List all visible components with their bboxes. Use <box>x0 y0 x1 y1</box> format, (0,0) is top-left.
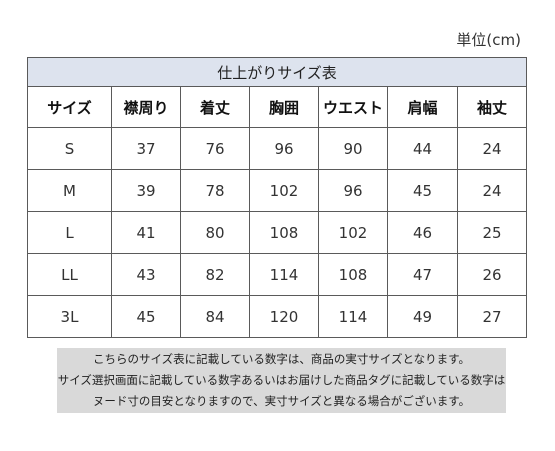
header-waist: ウエスト <box>318 86 388 128</box>
table-cell: 76 <box>180 127 250 170</box>
table-cell: 114 <box>249 253 319 296</box>
note-line: サイズ選択画面に記載している数字あるいはお届けした商品タグに記載している数字は <box>57 373 506 387</box>
table-header-row: サイズ 襟周り 着丈 胸囲 ウエスト 肩幅 袖丈 <box>27 86 528 128</box>
table-cell: 108 <box>318 253 388 296</box>
note-line: ヌード寸の目安となりますので、実寸サイズと異なる場合がございます。 <box>92 394 471 408</box>
table-title: 仕上がりサイズ表 <box>26 57 528 87</box>
header-sleeve: 袖丈 <box>456 86 528 128</box>
table-cell: 114 <box>318 295 388 338</box>
table-cell: 84 <box>180 295 250 338</box>
table-cell: 80 <box>180 211 250 254</box>
table-row: LL 43 82 114 108 47 26 <box>27 253 528 296</box>
table-row: M 39 78 102 96 45 24 <box>27 169 528 212</box>
table-cell: 108 <box>249 211 319 254</box>
table-cell: 120 <box>249 295 319 338</box>
table-cell: 46 <box>387 211 458 254</box>
table-title-row: 仕上がりサイズ表 <box>26 57 528 87</box>
table-cell: 26 <box>456 253 528 296</box>
table-cell: 47 <box>387 253 458 296</box>
table-cell: 24 <box>456 169 528 212</box>
table-cell: 27 <box>456 295 528 338</box>
table-cell: 3L <box>27 295 112 338</box>
table-cell: 45 <box>387 169 458 212</box>
table-cell: 82 <box>180 253 250 296</box>
size-note: こちらのサイズ表に記載している数字は、商品の実寸サイズとなります。 サイズ選択画… <box>57 348 506 413</box>
table-cell: 78 <box>180 169 250 212</box>
unit-label: 単位(cm) <box>456 31 521 49</box>
table-row: L 41 80 108 102 46 25 <box>27 211 528 254</box>
header-length: 着丈 <box>180 86 250 128</box>
table-cell: 24 <box>456 127 528 170</box>
table-cell: 102 <box>249 169 319 212</box>
table-cell: 44 <box>387 127 458 170</box>
table-cell: L <box>27 211 112 254</box>
table-cell: 96 <box>318 169 388 212</box>
header-size: サイズ <box>27 86 112 128</box>
header-chest: 胸囲 <box>249 86 319 128</box>
header-collar: 襟周り <box>111 86 181 128</box>
table-cell: 41 <box>111 211 181 254</box>
table-cell: 43 <box>111 253 181 296</box>
table-cell: 45 <box>111 295 181 338</box>
table-cell: 102 <box>318 211 388 254</box>
table-cell: 90 <box>318 127 388 170</box>
size-table: 仕上がりサイズ表 サイズ 襟周り 着丈 胸囲 ウエスト 肩幅 袖丈 S 37 7… <box>26 57 528 338</box>
table-cell: 39 <box>111 169 181 212</box>
table-row: 3L 45 84 120 114 49 27 <box>27 295 528 338</box>
table-cell: LL <box>27 253 112 296</box>
table-row: S 37 76 96 90 44 24 <box>27 127 528 170</box>
note-line: こちらのサイズ表に記載している数字は、商品の実寸サイズとなります。 <box>93 352 470 366</box>
table-cell: S <box>27 127 112 170</box>
header-shoulder: 肩幅 <box>387 86 458 128</box>
table-cell: 96 <box>249 127 319 170</box>
table-cell: 49 <box>387 295 458 338</box>
table-cell: 25 <box>456 211 528 254</box>
table-cell: 37 <box>111 127 181 170</box>
table-cell: M <box>27 169 112 212</box>
